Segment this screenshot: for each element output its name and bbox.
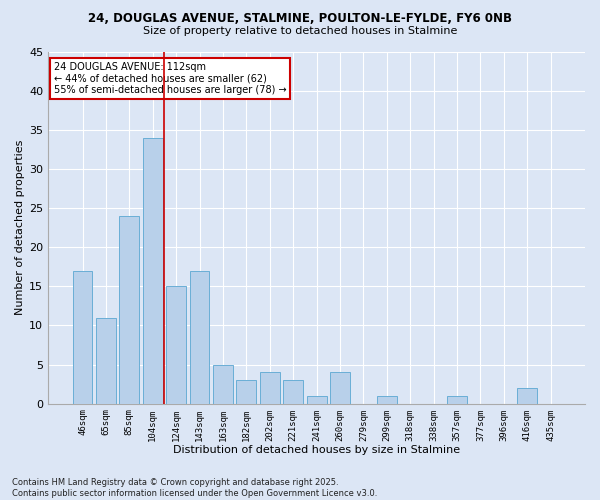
Bar <box>190 270 209 404</box>
Bar <box>283 380 303 404</box>
Text: Contains HM Land Registry data © Crown copyright and database right 2025.
Contai: Contains HM Land Registry data © Crown c… <box>12 478 377 498</box>
Text: Size of property relative to detached houses in Stalmine: Size of property relative to detached ho… <box>143 26 457 36</box>
Bar <box>119 216 139 404</box>
Bar <box>236 380 256 404</box>
Bar <box>307 396 326 404</box>
Bar <box>143 138 163 404</box>
Bar <box>213 364 233 404</box>
Bar <box>517 388 537 404</box>
Bar <box>330 372 350 404</box>
X-axis label: Distribution of detached houses by size in Stalmine: Distribution of detached houses by size … <box>173 445 460 455</box>
Text: 24 DOUGLAS AVENUE: 112sqm
← 44% of detached houses are smaller (62)
55% of semi-: 24 DOUGLAS AVENUE: 112sqm ← 44% of detac… <box>53 62 286 96</box>
Bar <box>73 270 92 404</box>
Bar <box>377 396 397 404</box>
Bar <box>96 318 116 404</box>
Bar <box>260 372 280 404</box>
Text: 24, DOUGLAS AVENUE, STALMINE, POULTON-LE-FYLDE, FY6 0NB: 24, DOUGLAS AVENUE, STALMINE, POULTON-LE… <box>88 12 512 26</box>
Bar <box>166 286 186 404</box>
Y-axis label: Number of detached properties: Number of detached properties <box>15 140 25 316</box>
Bar <box>447 396 467 404</box>
